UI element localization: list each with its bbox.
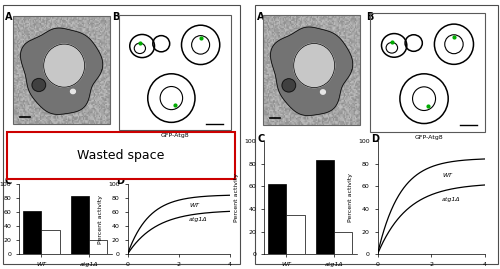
Text: Wasted space: Wasted space [77, 149, 164, 162]
Text: GFP-Atg8: GFP-Atg8 [160, 133, 190, 138]
Ellipse shape [153, 36, 170, 52]
Text: A: A [5, 12, 12, 22]
Circle shape [434, 24, 474, 64]
Text: GFP-Atg8: GFP-Atg8 [414, 134, 443, 140]
Polygon shape [270, 27, 353, 115]
Ellipse shape [405, 35, 422, 51]
Text: WT: WT [442, 174, 452, 178]
Text: D: D [116, 176, 124, 186]
Circle shape [182, 25, 220, 65]
Y-axis label: Percent activity: Percent activity [234, 173, 239, 222]
Bar [268, 184, 286, 254]
Text: WT: WT [189, 203, 199, 208]
Ellipse shape [44, 44, 84, 87]
Text: atg1Δ: atg1Δ [442, 197, 460, 202]
Ellipse shape [320, 90, 326, 94]
Ellipse shape [282, 79, 296, 92]
Bar [23, 211, 42, 254]
Text: C: C [258, 134, 264, 144]
Bar [286, 215, 304, 254]
Ellipse shape [382, 34, 407, 57]
Circle shape [148, 74, 195, 122]
Bar [71, 196, 89, 254]
Text: C: C [5, 176, 12, 186]
Y-axis label: Percent activity: Percent activity [98, 195, 102, 244]
Bar [316, 160, 334, 254]
Text: D: D [372, 134, 380, 144]
Ellipse shape [70, 89, 76, 94]
Text: B: B [112, 12, 119, 22]
Ellipse shape [32, 79, 46, 91]
Bar [89, 240, 108, 254]
FancyBboxPatch shape [7, 132, 234, 179]
Bar [334, 232, 352, 254]
Text: atg1Δ: atg1Δ [189, 217, 208, 222]
Text: A: A [258, 12, 265, 22]
Ellipse shape [130, 34, 154, 58]
Y-axis label: Percent activity: Percent activity [348, 173, 352, 222]
Circle shape [400, 74, 448, 123]
Polygon shape [20, 28, 103, 114]
Text: B: B [366, 12, 374, 22]
Ellipse shape [294, 44, 335, 88]
Bar [42, 230, 60, 254]
